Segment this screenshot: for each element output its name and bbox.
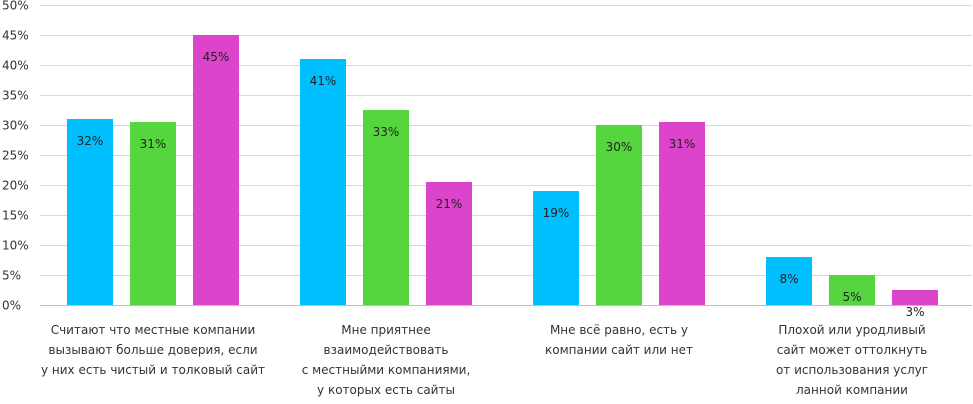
bar (193, 35, 239, 305)
y-tick-label: 15% (2, 209, 29, 223)
y-tick-label: 25% (2, 149, 29, 163)
data-label: 32% (77, 134, 104, 148)
bar (766, 257, 812, 305)
bar (892, 290, 938, 305)
data-label: 3% (905, 305, 924, 319)
y-tick-label: 35% (2, 89, 29, 103)
category-label: Мне всё равно, есть у компании сайт или н… (545, 323, 693, 357)
category-label: Считают что местные компании вызывают бол… (41, 323, 265, 377)
bar (363, 110, 409, 305)
bar (596, 125, 642, 305)
data-label: 41% (310, 74, 337, 88)
y-tick-label: 50% (2, 0, 29, 13)
y-tick-label: 10% (2, 239, 29, 253)
data-label: 19% (543, 206, 570, 220)
data-label: 31% (140, 137, 167, 151)
bar (829, 275, 875, 305)
data-label: 5% (842, 290, 861, 304)
category-label-line: сайт может оттолкнуть (777, 343, 928, 357)
category-label-line: с местныйми компаниями, (302, 363, 471, 377)
y-tick-label: 40% (2, 59, 29, 73)
data-label: 33% (373, 125, 400, 139)
y-tick-label: 30% (2, 119, 29, 133)
category-label-line: взаимодействовать (324, 343, 449, 357)
category-label-line: у которых есть сайты (317, 383, 455, 397)
category-labels: Считают что местные компании вызывают бол… (41, 323, 928, 397)
grid-layer (40, 5, 972, 306)
category-label-line: Считают что местные компании (51, 323, 256, 337)
data-label: 30% (606, 140, 633, 154)
y-tick-label: 0% (2, 299, 21, 313)
category-label: Плохой или уродливый сайт может оттолкнут… (776, 323, 928, 397)
data-label: 45% (203, 50, 230, 64)
category-label-line: Мне приятнее (341, 323, 430, 337)
y-tick-label: 20% (2, 179, 29, 193)
bar (426, 182, 472, 305)
category-label-line: Мне всё равно, есть у (550, 323, 688, 337)
data-label: 8% (779, 272, 798, 286)
bars (67, 35, 938, 305)
data-label: 21% (436, 197, 463, 211)
category-label-line: от использования услуг (776, 363, 928, 377)
category-label-line: Плохой или уродливый (778, 323, 925, 337)
y-tick-label: 5% (2, 269, 21, 283)
y-tick-label: 45% (2, 29, 29, 43)
category-label-line: вызывают больше доверия, если (48, 343, 257, 357)
data-labels: 32% 31% 45% 41% 33% 21% 19% 30% 31% 8% 5% 3% (77, 50, 925, 319)
bar (533, 191, 579, 305)
category-label-line: у них есть чистый и толковый сайт (41, 363, 265, 377)
data-label: 31% (669, 137, 696, 151)
bar (130, 122, 176, 305)
category-label: Мне приятнее взаимодействовать с местныйми… (302, 323, 471, 397)
category-label-line: ланной компании (796, 383, 908, 397)
bar (659, 122, 705, 305)
bar (300, 59, 346, 305)
bar (67, 119, 113, 305)
category-label-line: компании сайт или нет (545, 343, 693, 357)
y-axis-ticks: 0% 5% 10% 15% 20% 25% 30% 35% 40% 45% 50% (2, 0, 29, 313)
